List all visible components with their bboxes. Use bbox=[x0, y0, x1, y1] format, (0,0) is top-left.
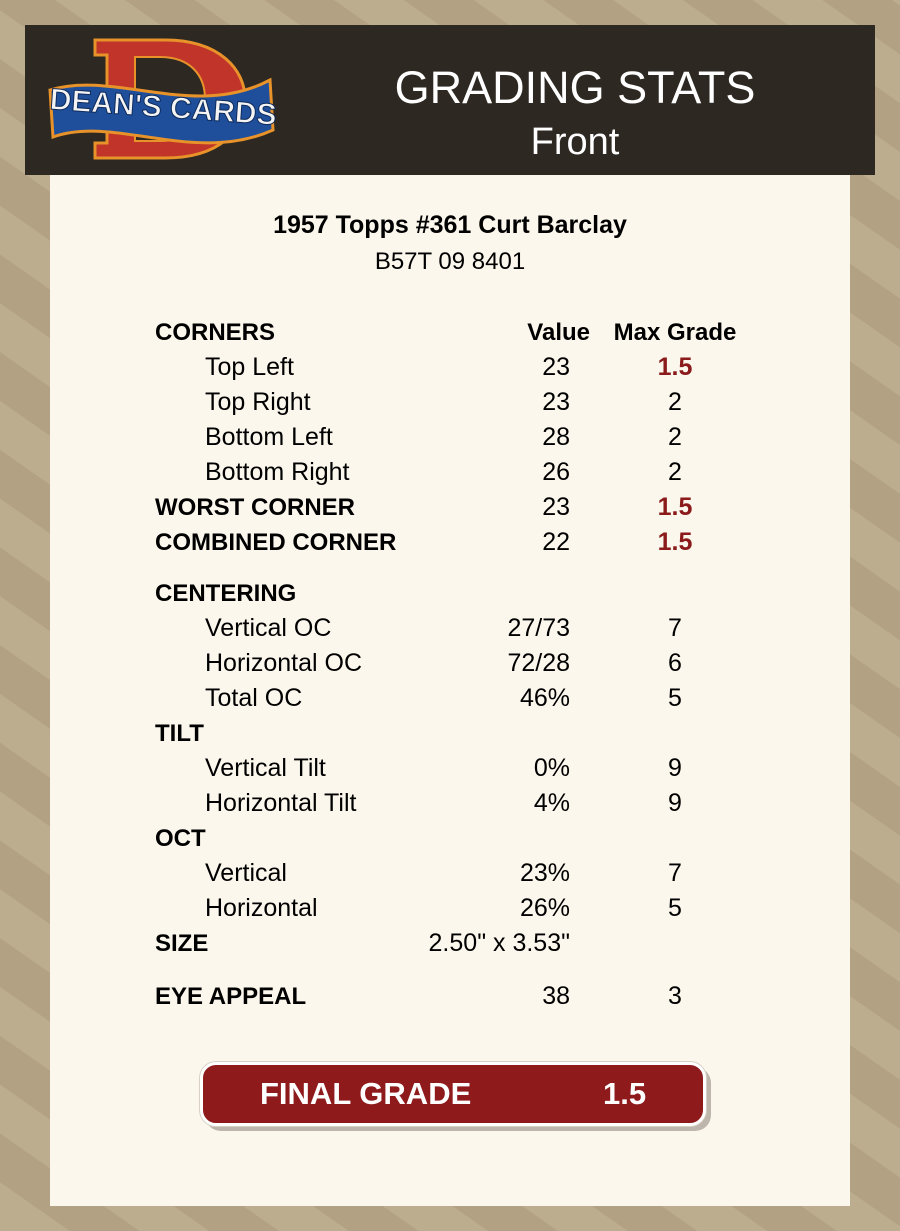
table-row: Horizontal Tilt 4% 9 bbox=[50, 786, 850, 821]
page-title: GRADING STATS bbox=[394, 62, 756, 113]
deans-cards-logo: DEAN'S CARDS bbox=[48, 38, 278, 160]
final-grade-banner: FINAL GRADE 1.5 bbox=[200, 1062, 706, 1126]
row-max-grade: 5 bbox=[668, 894, 682, 922]
row-label: SIZE bbox=[155, 930, 209, 957]
row-label: Bottom Right bbox=[205, 458, 350, 486]
row-label: CORNERS bbox=[155, 319, 276, 346]
row-value: 28 bbox=[542, 423, 570, 451]
table-row: Vertical OC 27/73 7 bbox=[50, 611, 850, 646]
row-max-grade: 7 bbox=[668, 859, 682, 887]
row-value: 0% bbox=[533, 754, 570, 782]
row-value: 23 bbox=[542, 388, 570, 416]
row-label: COMBINED CORNER bbox=[155, 529, 397, 556]
row-label: Horizontal bbox=[205, 894, 318, 922]
row-max-grade: 2 bbox=[668, 423, 682, 451]
row-value: 22 bbox=[542, 528, 570, 556]
stats-panel: 1957 Topps #361 Curt Barclay B57T 09 840… bbox=[50, 175, 850, 1206]
table-row: Bottom Right 26 2 bbox=[50, 455, 850, 490]
table-row: TILT bbox=[50, 716, 850, 751]
row-label: Vertical bbox=[205, 859, 287, 887]
column-header-max-grade: Max Grade bbox=[613, 319, 737, 346]
table-row: Total OC 46% 5 bbox=[50, 681, 850, 716]
row-max-grade: 2 bbox=[668, 388, 682, 416]
final-grade-value: 1.5 bbox=[603, 1076, 647, 1111]
table-row: Horizontal 26% 5 bbox=[50, 891, 850, 926]
card-title: 1957 Topps #361 Curt Barclay bbox=[273, 211, 627, 239]
row-value: 23 bbox=[542, 493, 570, 521]
row-label: Top Right bbox=[205, 388, 311, 416]
stats-table: CORNERS Value Max Grade Top Left 23 1.5 Top Ri… bbox=[50, 315, 850, 1014]
row-value: 23% bbox=[519, 859, 570, 887]
table-row: Bottom Left 28 2 bbox=[50, 420, 850, 455]
final-grade-label: FINAL GRADE bbox=[260, 1076, 472, 1111]
row-value: 26% bbox=[519, 894, 570, 922]
row-label: Top Left bbox=[205, 353, 294, 381]
row-label: WORST CORNER bbox=[155, 494, 355, 521]
row-value: 2.50" x 3.53" bbox=[428, 929, 570, 957]
table-row: SIZE 2.50" x 3.53" bbox=[50, 926, 850, 961]
table-row: CENTERING bbox=[50, 576, 850, 611]
header-bar: DEAN'S CARDS GRADING STATS Front bbox=[25, 25, 875, 175]
table-row: OCT bbox=[50, 821, 850, 856]
row-value: 72/28 bbox=[507, 649, 570, 677]
card-cert-number: B57T 09 8401 bbox=[374, 248, 526, 275]
row-label: CENTERING bbox=[155, 580, 297, 607]
row-label: Horizontal Tilt bbox=[205, 789, 357, 817]
row-label: Total OC bbox=[205, 684, 303, 712]
row-label: TILT bbox=[155, 720, 204, 747]
row-value: 26 bbox=[542, 458, 570, 486]
row-value: 4% bbox=[533, 789, 570, 817]
row-max-grade: 6 bbox=[668, 649, 682, 677]
row-label: Horizontal OC bbox=[205, 649, 362, 677]
table-row: Vertical Tilt 0% 9 bbox=[50, 751, 850, 786]
table-row: Top Right 23 2 bbox=[50, 385, 850, 420]
row-label: OCT bbox=[155, 825, 206, 852]
page-subtitle: Front bbox=[530, 121, 620, 163]
table-row: Horizontal OC 72/28 6 bbox=[50, 646, 850, 681]
table-row: Vertical 23% 7 bbox=[50, 856, 850, 891]
row-max-grade: 9 bbox=[668, 789, 682, 817]
row-value: 23 bbox=[542, 353, 570, 381]
row-max-grade: 3 bbox=[668, 982, 682, 1010]
row-value: 38 bbox=[542, 982, 570, 1010]
row-max-grade: 5 bbox=[668, 684, 682, 712]
row-max-grade: 1.5 bbox=[657, 528, 693, 556]
row-max-grade: 1.5 bbox=[657, 493, 693, 521]
table-row: COMBINED CORNER 22 1.5 bbox=[50, 525, 850, 560]
table-row: WORST CORNER 23 1.5 bbox=[50, 490, 850, 525]
row-label: EYE APPEAL bbox=[155, 983, 307, 1010]
table-row: CORNERS Value Max Grade bbox=[50, 315, 850, 350]
column-header-value: Value bbox=[527, 319, 590, 346]
table-row: EYE APPEAL 38 3 bbox=[50, 979, 850, 1014]
row-max-grade: 7 bbox=[668, 614, 682, 642]
row-value: 46% bbox=[519, 684, 570, 712]
row-max-grade: 2 bbox=[668, 458, 682, 486]
table-row: Top Left 23 1.5 bbox=[50, 350, 850, 385]
row-label: Vertical OC bbox=[205, 614, 332, 642]
row-value: 27/73 bbox=[507, 614, 570, 642]
row-max-grade: 1.5 bbox=[657, 353, 693, 381]
row-max-grade: 9 bbox=[668, 754, 682, 782]
row-label: Bottom Left bbox=[205, 423, 333, 451]
row-label: Vertical Tilt bbox=[205, 754, 326, 782]
